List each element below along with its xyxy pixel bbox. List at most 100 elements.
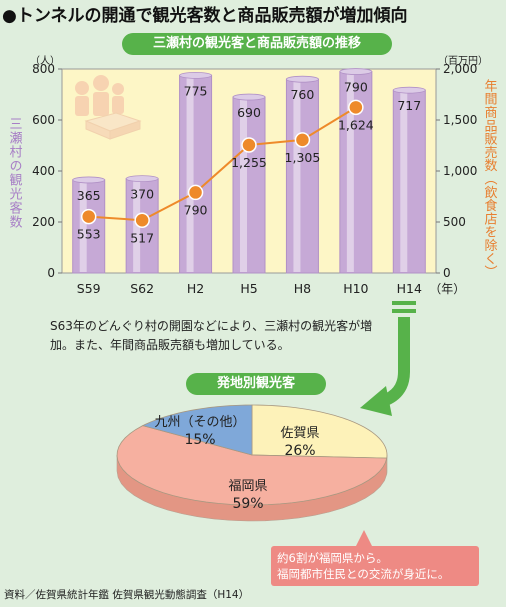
bar-cap xyxy=(339,68,373,75)
sales-line xyxy=(88,106,357,222)
pie-category-label: 福岡県 xyxy=(228,479,267,494)
sales-point xyxy=(294,132,311,148)
pie-slice xyxy=(141,404,253,456)
bar-value-label: 690 xyxy=(237,105,261,120)
bar xyxy=(392,89,426,274)
x-axis-unit: （年） xyxy=(429,282,465,296)
callout-box: 約6割が福岡県から。 福岡都市住民との交流が身近に。 xyxy=(271,546,479,586)
pie-category-label: 九州（その他） xyxy=(154,415,245,430)
sales-value-label: 517 xyxy=(130,230,154,245)
bar-highlight xyxy=(240,98,247,272)
bar-highlight xyxy=(293,80,301,272)
person-head-icon xyxy=(75,81,89,95)
arrow-dash xyxy=(392,309,416,313)
bar-highlight xyxy=(400,91,408,272)
bar-value-label: 717 xyxy=(397,98,421,113)
pie-value-label: 15% xyxy=(184,432,215,448)
arrow-dash xyxy=(392,301,416,305)
sales-point xyxy=(187,184,204,201)
bar xyxy=(285,78,319,274)
bar-cap xyxy=(232,93,266,101)
bar-cap xyxy=(72,176,106,184)
bar-highlight xyxy=(346,72,354,272)
page-heading: ●トンネルの開通で観光客数と商品販売額が増加傾向 xyxy=(2,6,408,26)
sales-value-label: 790 xyxy=(184,202,208,217)
x-tick-label: S59 xyxy=(77,281,101,296)
callout-line: 福岡都市住民との交流が身近に。 xyxy=(277,567,450,581)
bar-cap xyxy=(286,75,319,83)
bar xyxy=(232,96,266,274)
right-axis-unit: （百万円） xyxy=(438,55,488,67)
left-tick-label: 0 xyxy=(47,266,55,280)
bar-cap xyxy=(392,86,426,94)
source-note: 資料／佐賀県統計年鑑 佐賀県観光動態調査（H14） xyxy=(4,589,250,601)
sales-value-label: 1,305 xyxy=(285,150,321,165)
bar-group xyxy=(179,71,213,274)
left-tick-label: 400 xyxy=(32,164,55,178)
pie-value-label: 59% xyxy=(232,496,263,512)
pie-value-label: 26% xyxy=(284,443,315,459)
bar-value-label: 775 xyxy=(184,83,208,98)
person-body-icon xyxy=(93,92,109,116)
bar-highlight xyxy=(133,179,141,272)
sales-value-label: 553 xyxy=(77,227,101,242)
bar-group xyxy=(285,75,319,274)
note-line: 加。また、年間商品販売額も増加している。 xyxy=(50,338,290,352)
bar-line-chart: 0 200 400 600 800 0 500 1,000 1,500 2,000 （人） （百万円）… xyxy=(7,55,498,313)
bar-cap xyxy=(179,71,212,79)
sales-point xyxy=(348,99,364,116)
bar-value-label: 370 xyxy=(130,187,154,202)
right-tick-label: 500 xyxy=(443,215,466,229)
x-tick-label: H2 xyxy=(187,281,204,296)
right-tick-label: 1,500 xyxy=(443,113,477,127)
sales-point xyxy=(80,208,97,225)
x-tick-label: S62 xyxy=(130,281,154,296)
x-tick-label: H10 xyxy=(343,281,368,296)
note-line: S63年のどんぐり村の開園などにより、三瀬村の観光客が増 xyxy=(50,319,373,333)
right-tick-label: 1,000 xyxy=(443,164,477,178)
family-illustration xyxy=(75,75,142,140)
sales-point xyxy=(134,212,150,229)
sales-value-label: 1,255 xyxy=(231,155,267,170)
bar-group xyxy=(392,86,426,274)
pie-slice xyxy=(251,404,388,459)
x-tick-label: H8 xyxy=(294,281,311,296)
pie-title-pill: 発地別観光客 xyxy=(186,373,326,395)
bar-group xyxy=(232,93,266,274)
left-axis-unit: （人） xyxy=(30,55,60,67)
pie-category-label: 佐賀県 xyxy=(280,426,319,441)
person-body-icon xyxy=(75,96,89,116)
bar-highlight xyxy=(186,76,194,272)
x-tick-label: H5 xyxy=(240,281,257,296)
bar xyxy=(179,74,213,274)
callout-line: 約6割が福岡県から。 xyxy=(277,551,388,565)
left-tick-label: 800 xyxy=(32,62,55,76)
person-head-icon xyxy=(112,83,124,95)
pie-slice xyxy=(116,425,388,506)
bar-cap xyxy=(125,175,159,183)
left-axis-label: 三瀬村の観光客数 xyxy=(7,117,23,229)
note-text: S63年のどんぐり村の開園などにより、三瀬村の観光客が増 加。また、年間商品販売… xyxy=(50,317,420,355)
bar-value-label: 790 xyxy=(344,80,368,95)
bar-value-label: 760 xyxy=(290,87,314,102)
left-tick-label: 200 xyxy=(32,215,55,229)
gift-box-icon xyxy=(109,120,141,140)
bar-value-label: 365 xyxy=(77,188,101,203)
sales-value-label: 1,624 xyxy=(338,117,374,132)
bar-group xyxy=(72,176,106,274)
right-tick-label: 2,000 xyxy=(443,62,477,76)
right-axis-label: 年間商品販売数（飲食店を除く） xyxy=(482,79,498,279)
green-arrow-head xyxy=(360,386,392,416)
chart-title-pill: 三瀬村の観光客と商品販売額の推移 xyxy=(122,33,392,55)
person-body-icon xyxy=(112,96,124,114)
callout-tail xyxy=(356,530,372,546)
green-arrow xyxy=(392,301,416,313)
bar-highlight xyxy=(79,180,87,272)
sales-point xyxy=(241,137,257,153)
person-head-icon xyxy=(93,75,109,91)
right-tick-label: 0 xyxy=(443,266,451,280)
left-tick-label: 600 xyxy=(32,113,55,127)
x-tick-label: H14 xyxy=(397,281,422,296)
